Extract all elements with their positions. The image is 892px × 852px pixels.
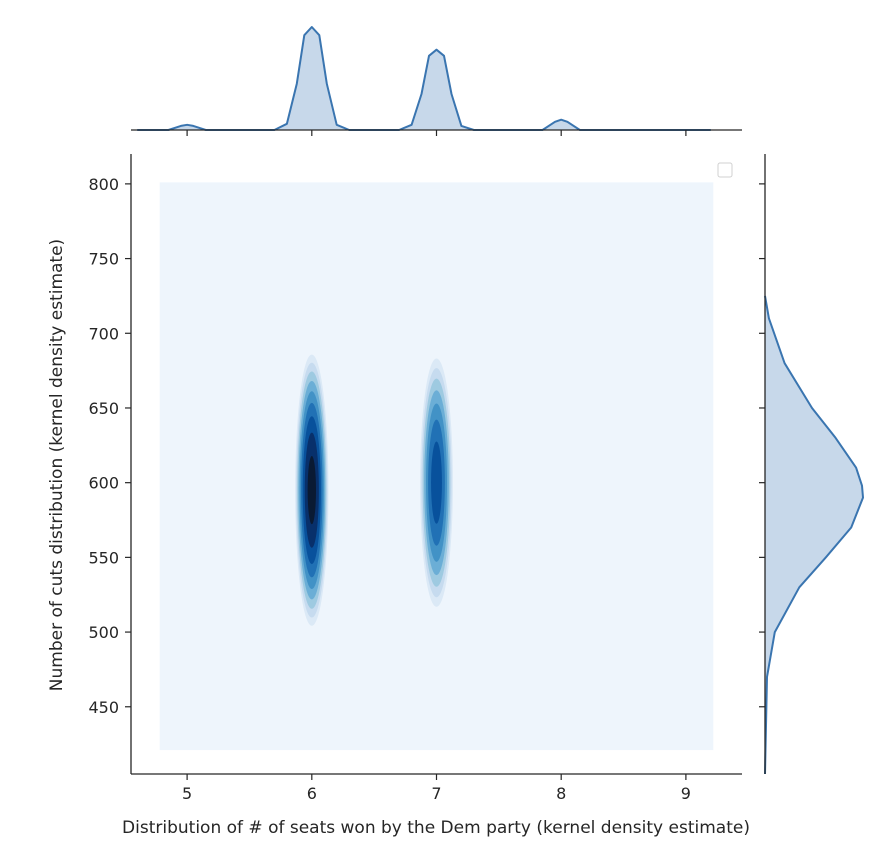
joint-plot-area: 5 6 7 8 9 450 500 550 600 650 700 750 800 [88,130,742,803]
marginal-y-ticks [759,183,765,708]
x-tick-label: 9 [681,784,691,803]
y-tick-label: 600 [88,474,119,493]
y-tick-label: 800 [88,175,119,194]
x-axis-ticks: 5 6 7 8 9 [182,130,691,803]
x-tick-label: 6 [307,784,317,803]
x-tick-label: 5 [182,784,192,803]
x-axis-label: Distribution of # of seats won by the De… [122,818,750,838]
legend-box [717,162,733,178]
kde-contour-peak2-level7 [431,441,442,524]
marginal-y-panel [759,154,864,775]
y-tick-label: 650 [88,399,119,418]
marginal-y-density-fill [765,295,863,774]
y-axis-label: Number of cuts distribution (kernel dens… [47,239,67,691]
y-tick-label: 450 [88,698,119,717]
y-tick-label: 500 [88,623,119,642]
marginal-x-density-fill [137,27,711,130]
x-tick-label: 7 [431,784,441,803]
marginal-x-panel [131,26,742,131]
y-tick-label: 750 [88,250,119,269]
kde-contour-peak1-level9 [307,456,316,525]
y-tick-label: 700 [88,324,119,343]
y-axis-ticks: 450 500 550 600 650 700 750 800 [88,175,131,717]
y-tick-label: 550 [88,548,119,567]
marginal-y-density-line [764,295,864,775]
kde-contour-levels [295,354,453,626]
x-tick-label: 8 [556,784,566,803]
